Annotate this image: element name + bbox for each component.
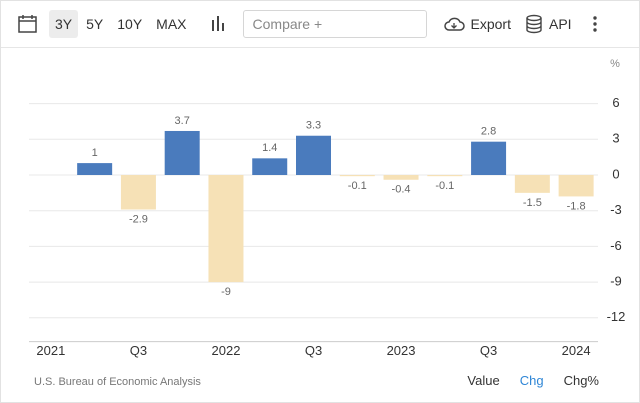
bar (339, 175, 375, 177)
y-tick-label: -9 (610, 274, 622, 289)
value-label: -2.9 (129, 213, 148, 225)
database-icon (526, 14, 542, 34)
toolbar: 3Y 5Y 10Y MAX Compare + Export API (1, 1, 639, 48)
range-button[interactable]: 3Y (49, 10, 79, 38)
bar (296, 135, 331, 175)
y-tick-label: 0 (612, 166, 619, 181)
mode-button[interactable]: Chg% (563, 373, 599, 388)
api-label: API (548, 16, 572, 32)
x-tick-label: Q3 (305, 343, 322, 358)
export-label: Export (470, 16, 511, 32)
menu-icon[interactable] (590, 14, 600, 34)
value-label: 2.8 (481, 126, 496, 138)
y-tick-label: 3 (612, 131, 619, 146)
bar (427, 175, 463, 177)
x-tick-label: 2024 (562, 343, 591, 358)
bar (208, 175, 244, 283)
cloud-icon (443, 17, 465, 31)
value-label: 3.7 (175, 115, 190, 127)
bar (164, 130, 200, 175)
calendar-icon[interactable] (17, 13, 39, 35)
value-label: -0.4 (392, 184, 411, 196)
bar (558, 175, 594, 197)
x-tick-label: Q3 (480, 343, 497, 358)
value-label: -1.5 (523, 197, 542, 209)
range-button[interactable]: 10Y (117, 16, 143, 32)
footer: U.S. Bureau of Economic Analysis Value Ch… (1, 371, 639, 395)
value-label: 3.3 (306, 120, 321, 132)
range-button[interactable]: 5Y (86, 16, 104, 32)
mode-group: Value Chg Chg% (467, 373, 599, 388)
api-button[interactable]: API (525, 14, 572, 34)
export-button[interactable]: Export (443, 15, 511, 33)
y-tick-label: -3 (610, 202, 622, 217)
value-label: -0.1 (348, 180, 367, 192)
compare-input[interactable]: Compare + (242, 10, 427, 38)
chart: % 6 3 0 -3 -6 -9 -12 2021 1 Q3 -2.9 3.7 2022 -9 1.4 Q3 3… (29, 58, 626, 358)
bar (514, 175, 550, 193)
bar (120, 175, 156, 210)
source: U.S. Bureau of Economic Analysis (34, 376, 201, 388)
value-label: 1.4 (262, 142, 277, 154)
bar (383, 175, 419, 180)
chart-type-icon[interactable] (209, 14, 229, 34)
x-tick-label: Q3 (130, 343, 147, 358)
y-tick-label: -6 (610, 238, 622, 253)
bar (252, 158, 288, 175)
mode-button[interactable]: Chg (519, 373, 544, 388)
x-tick-label: 2023 (387, 343, 416, 358)
range-group: 3Y 5Y 10Y MAX (49, 10, 195, 38)
value-label: -9 (221, 286, 231, 298)
value-label: -1.8 (567, 200, 586, 212)
x-tick-label: 2021 (36, 343, 65, 358)
value-label: 1 (92, 147, 98, 159)
value-label: -0.1 (435, 180, 454, 192)
bar (471, 141, 507, 175)
y-tick-label: 6 (612, 95, 619, 110)
mode-button[interactable]: Value (467, 373, 500, 388)
x-tick-label: 2022 (212, 343, 241, 358)
y-tick-label: -12 (607, 309, 626, 324)
range-button[interactable]: MAX (156, 16, 187, 32)
y-unit: % (610, 58, 620, 70)
bar (77, 163, 113, 175)
